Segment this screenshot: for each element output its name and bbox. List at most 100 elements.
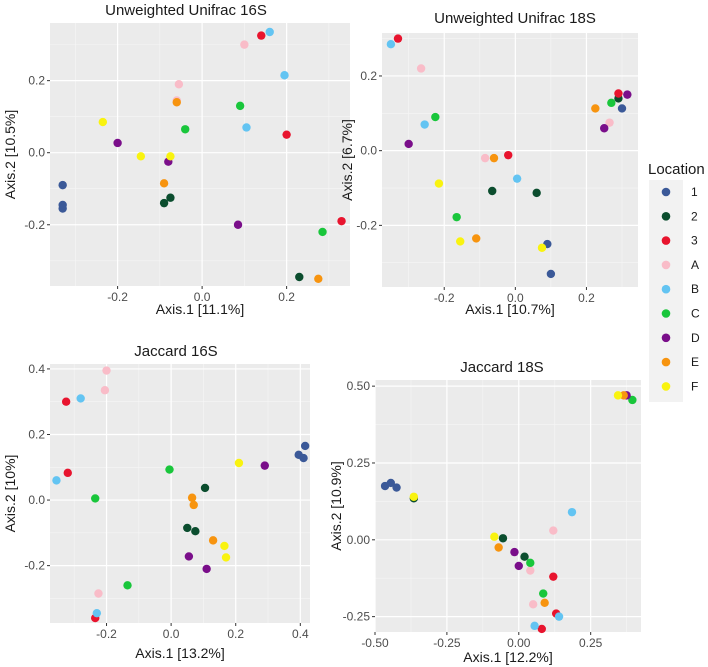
x-tick-label: 0.2	[278, 290, 295, 304]
panel-jaccard-18s: Jaccard 18S -0.50 -0.25 0.00 0.25 -0.25 0.00…	[328, 359, 641, 665]
data-point-location-1	[546, 269, 556, 279]
data-point-location-d	[184, 552, 194, 561]
data-point-location-b	[242, 123, 251, 132]
legend-item-2: 2	[661, 209, 698, 223]
legend-label: A	[691, 258, 699, 272]
legend-item-1: 1	[661, 185, 698, 199]
data-point-location-f	[456, 237, 465, 246]
data-point-location-d	[623, 90, 632, 99]
data-point-location-a	[605, 118, 614, 127]
data-point-location-3	[393, 34, 403, 43]
y-tick-label: 0.50	[347, 379, 371, 393]
x-axis-label: Axis.1 [12.2%]	[463, 649, 553, 665]
panel-title: Unweighted Unifrac 16S	[105, 2, 267, 19]
data-point-location-3	[504, 150, 513, 160]
data-point-location-c	[123, 581, 132, 590]
data-point-location-c	[431, 112, 440, 122]
data-point-location-f	[434, 179, 444, 188]
data-point-location-d	[202, 564, 211, 574]
data-point-location-b	[52, 476, 61, 485]
data-point-location-d	[113, 138, 122, 148]
data-point-location-2	[532, 188, 541, 198]
legend-label: D	[691, 331, 700, 345]
legend-swatch	[661, 309, 671, 318]
y-tick-label: 0.4	[28, 362, 45, 376]
data-point-location-c	[91, 494, 100, 503]
panel-unweighted-unifrac-18s: Unweighted Unifrac 18S -0.2 0.0 0.2 -0.2 0.…	[339, 10, 638, 317]
data-point-location-f	[234, 458, 244, 468]
x-tick-label: -0.50	[361, 636, 389, 650]
data-point-location-3	[614, 89, 623, 98]
y-axis-label: Axis.2 [10.5%]	[2, 110, 18, 200]
data-point-location-f	[136, 152, 146, 161]
data-point-location-a	[416, 64, 426, 73]
y-tick-label: 0.0	[28, 493, 45, 507]
data-point-location-c	[526, 558, 535, 568]
data-point-location-e	[591, 104, 600, 113]
legend-label: F	[691, 379, 698, 393]
data-point-location-c	[181, 125, 190, 134]
y-tick-label: -0.2	[356, 218, 377, 232]
panel-title: Jaccard 16S	[134, 343, 217, 360]
x-tick-label: 0.2	[227, 627, 244, 641]
x-tick-label: 0.0	[194, 290, 211, 304]
data-point-location-e	[189, 500, 198, 510]
data-point-location-1	[299, 453, 308, 463]
legend-label: 3	[691, 234, 698, 248]
legend-swatch	[661, 260, 671, 270]
y-axis-label: Axis.2 [10%]	[2, 455, 18, 533]
y-tick-label: 0.0	[360, 144, 377, 158]
data-point-location-e	[172, 98, 181, 107]
plot-background	[50, 23, 350, 286]
plot-background	[382, 33, 638, 287]
data-point-location-f	[220, 541, 229, 551]
x-tick-label: -0.25	[433, 636, 461, 650]
data-point-location-2	[295, 272, 304, 282]
x-axis-label: Axis.1 [10.7%]	[465, 301, 555, 317]
panel-title: Unweighted Unifrac 18S	[434, 10, 596, 27]
data-point-location-3	[61, 397, 71, 406]
y-tick-label: -0.2	[24, 559, 45, 573]
data-point-location-c	[452, 212, 461, 222]
x-tick-label: 0.0	[163, 627, 180, 641]
legend-swatch	[661, 382, 671, 391]
y-tick-label: 0.2	[360, 69, 377, 83]
legend-item-f: F	[661, 379, 698, 393]
data-point-location-c	[539, 589, 548, 598]
y-axis-label: Axis.2 [10.9%]	[328, 461, 344, 551]
data-point-location-c	[628, 395, 637, 405]
data-point-location-3	[63, 468, 72, 478]
legend-label: B	[691, 282, 699, 296]
x-tick-label: 0.4	[292, 627, 309, 641]
legend-item-e: E	[661, 355, 699, 369]
data-point-location-e	[472, 234, 481, 243]
data-point-location-e	[314, 274, 323, 283]
panel-unweighted-unifrac-16s: Unweighted Unifrac 16S -0.2 0.0 0.2 -0.2 0.…	[2, 2, 350, 317]
data-point-location-2	[159, 198, 169, 208]
plot-background	[50, 364, 310, 623]
legend-swatch	[661, 187, 671, 197]
data-point-location-2	[200, 483, 210, 493]
data-point-location-a	[549, 526, 558, 535]
x-tick-label: -0.2	[107, 290, 128, 304]
data-point-location-e	[619, 391, 628, 400]
data-point-location-e	[159, 179, 169, 188]
y-tick-label: -0.25	[343, 610, 371, 624]
x-tick-label: -0.2	[434, 291, 455, 305]
data-point-location-b	[76, 394, 85, 403]
y-axis-label: Axis.2 [6.7%]	[339, 119, 355, 201]
data-point-location-a	[480, 153, 490, 163]
data-point-location-2	[166, 193, 175, 202]
legend-item-a: A	[661, 258, 699, 272]
data-point-location-b	[280, 71, 289, 80]
data-point-location-a	[240, 40, 249, 49]
data-point-location-b	[530, 621, 539, 631]
legend-swatch	[661, 236, 671, 245]
legend-swatch	[661, 212, 671, 221]
data-point-location-1	[58, 180, 67, 190]
x-axis-label: Axis.1 [13.2%]	[135, 645, 225, 661]
data-point-location-c	[318, 227, 327, 237]
data-point-location-b	[420, 120, 429, 129]
